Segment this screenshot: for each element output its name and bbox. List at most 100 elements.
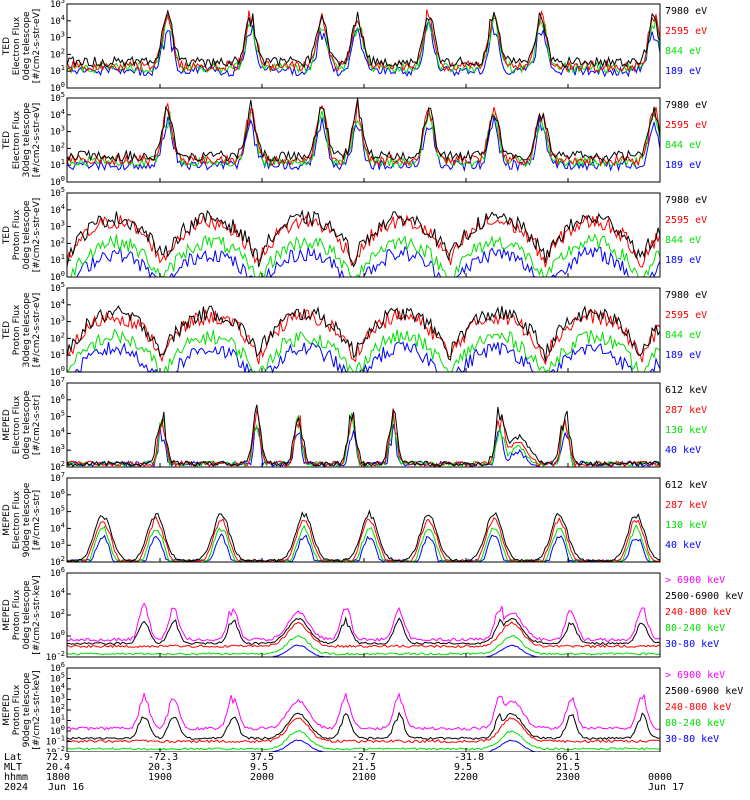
y-axis-label: TEDProton Flux0deg telescope[#/cm2-s-str… (2, 198, 42, 273)
legend-entry: 612 keV (665, 385, 707, 396)
y-tick-label: 104 (50, 203, 65, 216)
legend-entry: 30-80 keV (665, 734, 719, 745)
y-tick-label: 103 (50, 538, 65, 551)
legend-entry: 40 keV (665, 540, 701, 551)
panel-frame (66, 572, 661, 658)
axis-mlt-label: 20.4 (46, 762, 71, 773)
series-line-5-4 (66, 423, 661, 468)
y-tick-label: 102 (50, 331, 65, 344)
y-tick-label: 104 (50, 587, 65, 600)
series-line-8-4 (66, 730, 661, 751)
y-tick-label: 102 (50, 141, 65, 154)
y-axis-label: MEPEDProton Flux90deg telescope[#/cm2-s-… (2, 670, 42, 749)
time-axis-labels: Lat MLT hhmm 2024 72.9 20.4 1800 Jun 16 -72.… (0, 752, 750, 800)
axis-mlt-label: 21.5 (556, 762, 581, 773)
axis-lat-label: 37.5 (250, 752, 275, 763)
legend-entry: 287 keV (665, 500, 707, 511)
y-tick-label: 105 (50, 505, 65, 518)
y-axis-label: MEPEDElectron Flux0deg telescope[#/cm2-s… (2, 390, 42, 460)
axis-row-label-mlt: MLT (4, 762, 23, 773)
legend-entry: 2595 eV (665, 26, 707, 37)
panel-8: 10-210-1100101102103104105106MEPEDProton… (2, 661, 743, 752)
legend-entry: 30-80 keV (665, 639, 719, 650)
axis-hhmm-label: 2300 (556, 772, 581, 783)
series-line-6-3 (66, 523, 661, 563)
series-line-6-1 (67, 509, 661, 563)
legend-entry: 189 eV (665, 255, 701, 266)
axis-hhmm-label: 1900 (148, 772, 173, 783)
axis-lat-label: 66.1 (556, 752, 581, 763)
axis-lat-label: 72.9 (46, 752, 71, 763)
series-line-3-2 (66, 213, 661, 268)
series-line-7-3 (66, 621, 661, 649)
y-tick-label: 102 (50, 236, 65, 249)
y-tick-label: 105 (50, 0, 65, 10)
series-line-7-2 (66, 616, 661, 646)
series-line-7-1 (66, 602, 661, 642)
y-tick-label: 104 (50, 521, 65, 534)
legend-entry: 2595 eV (665, 215, 707, 226)
series-line-8-2 (66, 711, 661, 741)
legend-entry: 189 eV (665, 66, 701, 77)
series-line-4-1 (66, 304, 661, 362)
axis-lat-label: -31.8 (454, 752, 485, 763)
legend-entry: 7980 eV (665, 6, 707, 17)
multi-panel-flux-chart: 100 101 102 103 104 105 TEDElectron Flux0deg t… (2, 0, 743, 752)
y-tick-label: 105 (50, 410, 65, 423)
axis-hhmm-label: 2200 (454, 772, 479, 783)
axis-date-label: Jun 16 (48, 782, 85, 793)
y-tick-label: 104 (50, 108, 65, 121)
y-axis-label: MEPEDElectron Flux90deg telescope[#/cm2-… (2, 482, 42, 557)
legend-entry: 240-800 keV (665, 607, 731, 618)
series-line-3-3 (67, 233, 661, 279)
legend-entry: 189 eV (665, 160, 701, 171)
y-tick-label: 101 (50, 158, 65, 171)
legend-entry: 7980 eV (665, 100, 707, 111)
y-tick-label: 103 (50, 315, 65, 328)
legend-entry: 2595 eV (665, 310, 707, 321)
legend-entry: 287 keV (665, 405, 707, 416)
legend-entry: 2595 eV (665, 120, 707, 131)
series-line-4-2 (66, 308, 661, 366)
axis-lat-label: -2.7 (352, 752, 377, 763)
y-tick-label: 103 (50, 443, 65, 456)
y-tick-label: 106 (50, 393, 65, 406)
series-line-8-3 (66, 716, 661, 744)
y-tick-label: 106 (50, 488, 65, 501)
y-tick-label: 101 (50, 64, 65, 77)
axis-mlt-label: 20.3 (148, 762, 173, 773)
y-tick-label: 104 (50, 426, 65, 439)
panel-frame (66, 667, 661, 752)
legend-entry: 612 keV (665, 480, 707, 491)
series-line-1-4 (66, 19, 661, 78)
axis-hhmm-label: 2000 (250, 772, 275, 783)
series-line-8-1 (66, 692, 661, 731)
series-line-2-4 (66, 116, 661, 173)
y-axis-label: TEDElectron Flux30deg telescope[#/cm2-s-… (2, 102, 42, 177)
legend-entry: 80-240 keV (665, 623, 725, 634)
y-axis-label: MEPEDProton Flux0deg telescope[#/cm2-s-s… (2, 575, 42, 654)
axis-hhmm-label: 1800 (46, 772, 71, 783)
legend-entry: 189 eV (665, 350, 701, 361)
axis-row-label-lat: Lat (4, 752, 23, 763)
legend-entry: 844 eV (665, 46, 701, 57)
series-line-2-1 (66, 98, 661, 162)
axis-lat-label: -72.3 (148, 752, 179, 763)
y-tick-label: 103 (50, 31, 65, 44)
series-line-6-4 (66, 533, 661, 563)
series-line-5-1 (66, 404, 661, 468)
y-tick-label: 10-2 (46, 745, 65, 752)
axis-row-label-year: 2024 (4, 782, 29, 793)
y-axis-label: TEDElectron Flux0deg telescope[#/cm2-s-s… (2, 9, 42, 84)
legend-entry: 40 keV (665, 445, 701, 456)
axis-row-label-hhmm: hhmm (4, 772, 29, 783)
legend-entry: 844 eV (665, 140, 701, 151)
legend-entry: 7980 eV (665, 290, 707, 301)
axis-mlt-label: 21.5 (352, 762, 377, 773)
axis-mlt-label: 9.5 (454, 762, 473, 773)
legend-entry: 80-240 keV (665, 718, 725, 729)
